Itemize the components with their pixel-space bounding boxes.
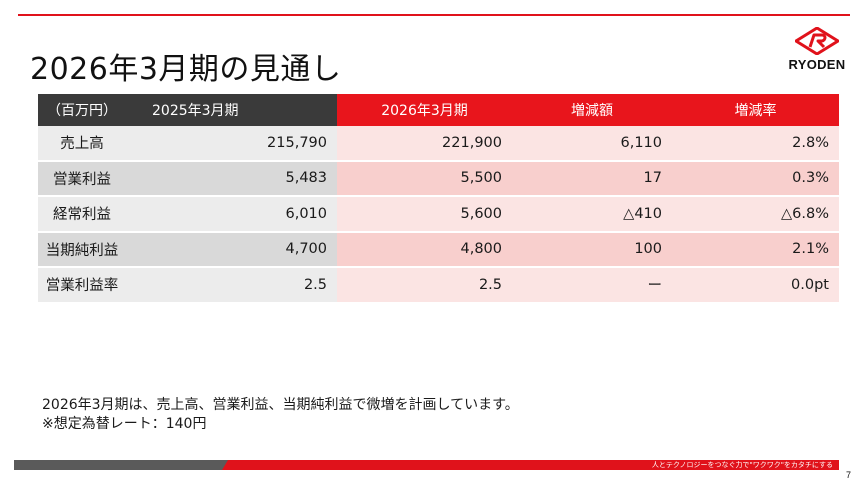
table-row: 売上高 215,790 221,900 6,110 2.8% bbox=[38, 126, 839, 162]
forecast-value: 221,900 bbox=[337, 126, 512, 162]
prev-year-value: 5,483 bbox=[126, 160, 337, 197]
row-label: 営業利益 bbox=[38, 160, 126, 197]
change-amount: ー bbox=[512, 267, 672, 304]
change-rate: 0.3% bbox=[672, 160, 839, 197]
footer-red-bar bbox=[222, 460, 839, 470]
company-logo: RYODEN bbox=[779, 27, 855, 75]
forecast-value: 4,800 bbox=[337, 231, 512, 268]
header-fy2025: 2025年3月期 bbox=[126, 94, 337, 126]
change-rate: △6.8% bbox=[672, 196, 839, 233]
table-row: 営業利益率 2.5 2.5 ー 0.0pt bbox=[38, 267, 839, 304]
table-row: 当期純利益 4,700 4,800 100 2.1% bbox=[38, 231, 839, 268]
row-label: 売上高 bbox=[38, 126, 126, 162]
row-label: 営業利益率 bbox=[38, 267, 126, 304]
change-amount: △410 bbox=[512, 196, 672, 233]
prev-year-value: 6,010 bbox=[126, 196, 337, 233]
prev-year-value: 2.5 bbox=[126, 267, 337, 304]
change-rate: 0.0pt bbox=[672, 267, 839, 304]
page-number: 7 bbox=[846, 470, 852, 480]
row-label: 当期純利益 bbox=[38, 231, 126, 268]
row-label: 経常利益 bbox=[38, 196, 126, 233]
table-row: 経常利益 6,010 5,600 △410 △6.8% bbox=[38, 196, 839, 233]
forecast-table: （百万円） 2025年3月期 2026年3月期 増減額 増減率 売上高 215,… bbox=[38, 94, 839, 304]
change-rate: 2.8% bbox=[672, 126, 839, 162]
prev-year-value: 215,790 bbox=[126, 126, 337, 162]
change-amount: 6,110 bbox=[512, 126, 672, 162]
header-unit: （百万円） bbox=[38, 94, 126, 126]
page-title: 2026年3月期の見通し bbox=[30, 52, 342, 87]
table-row: 営業利益 5,483 5,500 17 0.3% bbox=[38, 160, 839, 197]
logo-text: RYODEN bbox=[788, 57, 846, 72]
header-fy2026: 2026年3月期 bbox=[337, 94, 512, 126]
forecast-value: 2.5 bbox=[337, 267, 512, 304]
ryoden-diamond-logo-icon bbox=[795, 27, 839, 55]
header-change-rate: 増減率 bbox=[672, 94, 839, 126]
table-header-row: （百万円） 2025年3月期 2026年3月期 増減額 増減率 bbox=[38, 94, 839, 126]
change-rate: 2.1% bbox=[672, 231, 839, 268]
footer-gray-bar bbox=[14, 460, 228, 470]
forecast-value: 5,500 bbox=[337, 160, 512, 197]
prev-year-value: 4,700 bbox=[126, 231, 337, 268]
header-change-amount: 増減額 bbox=[512, 94, 672, 126]
top-accent-rule bbox=[18, 14, 850, 16]
note-outlook: 2026年3月期は、売上高、営業利益、当期純利益で微増を計画しています。 bbox=[42, 397, 519, 413]
notes: 2026年3月期は、売上高、営業利益、当期純利益で微増を計画しています。 ※想定… bbox=[42, 396, 519, 434]
change-amount: 100 bbox=[512, 231, 672, 268]
footer-slogan: 人とテクノロジーをつなぐ力で"ワクワク"をカタチにする bbox=[651, 461, 833, 469]
change-amount: 17 bbox=[512, 160, 672, 197]
note-exchange-rate: ※想定為替レート：140円 bbox=[42, 416, 207, 432]
forecast-value: 5,600 bbox=[337, 196, 512, 233]
